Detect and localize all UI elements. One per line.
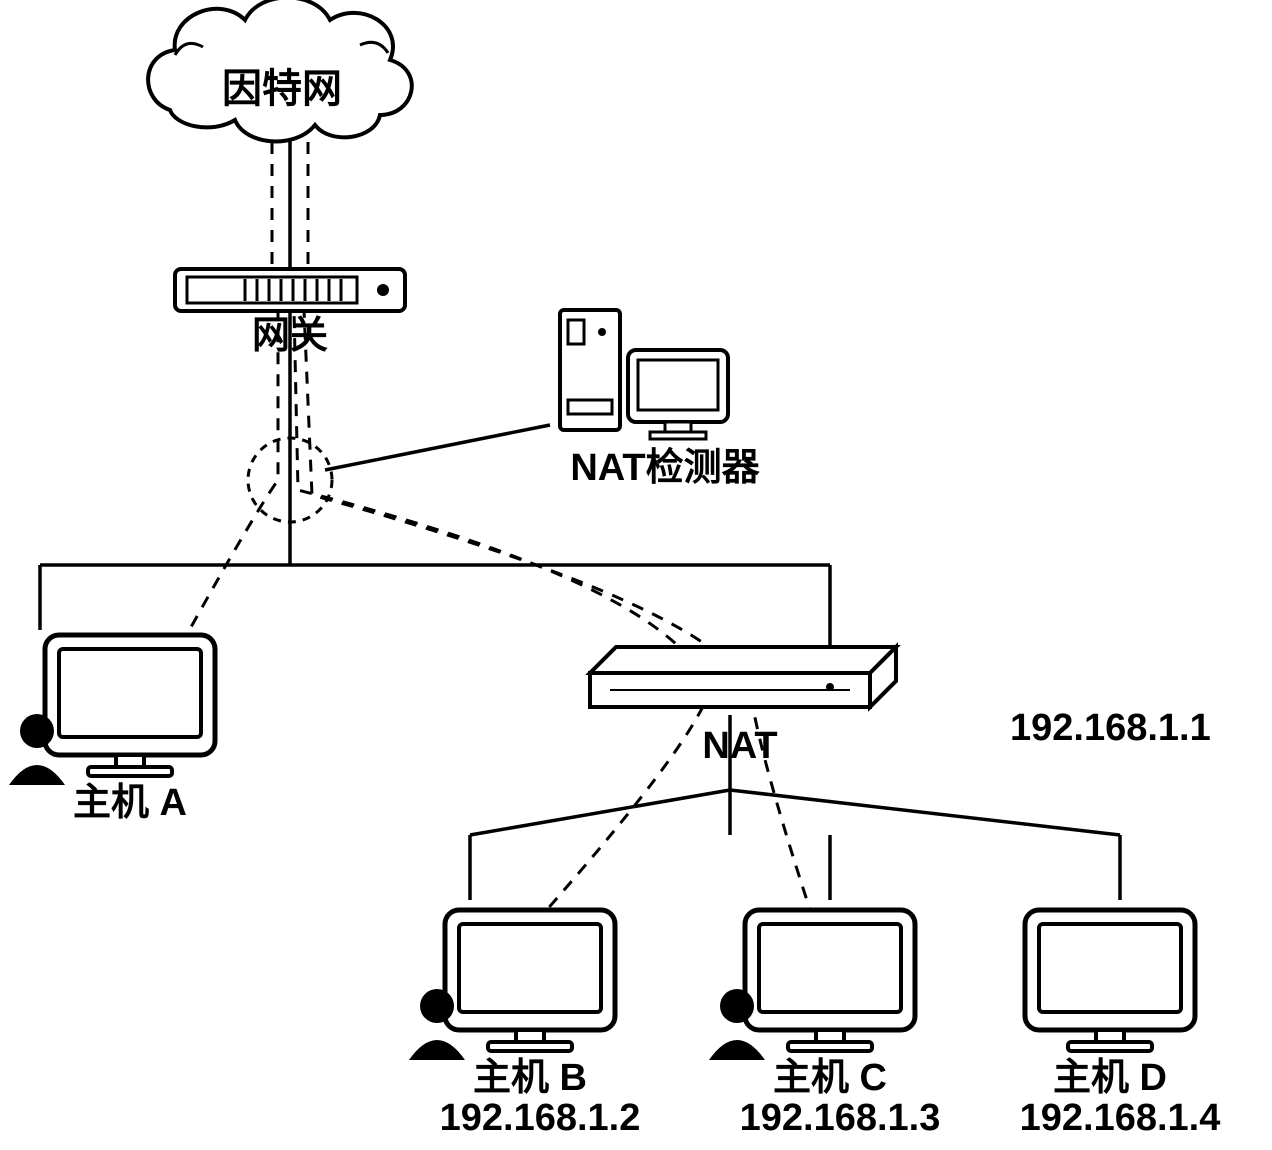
host-a (9, 635, 215, 785)
host-c (709, 910, 915, 1060)
host-b (409, 910, 615, 1060)
nat-ip: 192.168.1.1 (1010, 707, 1211, 749)
host-c-label: 主机 C (773, 1057, 887, 1099)
host-b-label: 主机 B (473, 1057, 587, 1099)
internet-label: 因特网 (222, 67, 342, 111)
spread-right (730, 790, 1120, 835)
host-d (1025, 910, 1195, 1051)
dash-hosta (170, 310, 278, 665)
link-detector-tap (325, 425, 550, 470)
nat-detector-icon (560, 310, 728, 439)
host-a-label: 主机 A (73, 782, 187, 824)
spread-left (470, 790, 730, 835)
host-d-ip: 192.168.1.4 (1020, 1097, 1221, 1139)
nat-label: NAT (702, 725, 777, 767)
nat-detector-label: NAT检测器 (570, 447, 760, 489)
gateway-label: 网关 (252, 315, 328, 357)
host-c-ip: 192.168.1.3 (740, 1097, 941, 1139)
gateway-icon (175, 269, 405, 311)
host-b-ip: 192.168.1.2 (440, 1097, 641, 1139)
host-d-label: 主机 D (1053, 1057, 1167, 1099)
nat-device-icon (590, 647, 896, 707)
